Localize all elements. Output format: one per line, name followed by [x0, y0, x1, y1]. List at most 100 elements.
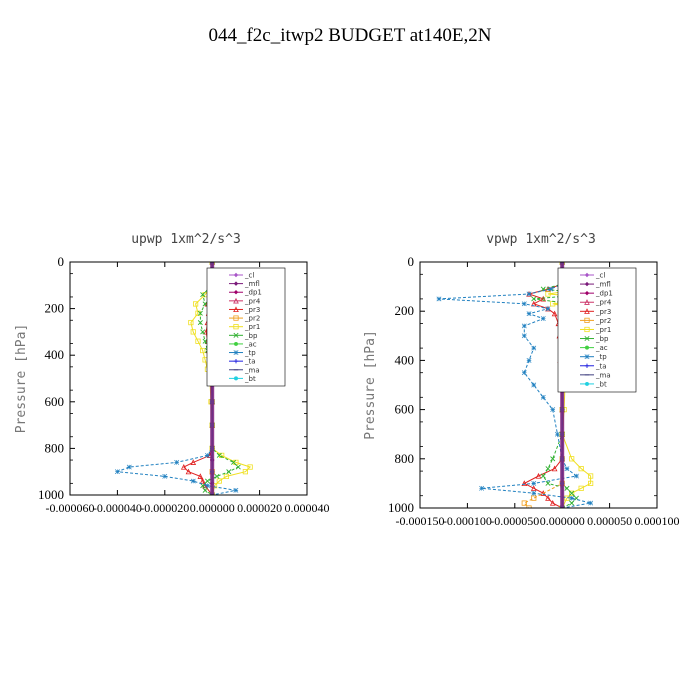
data-point_pr1 — [247, 464, 253, 470]
data-point_tp — [545, 306, 551, 312]
legend-marker_pr4 — [584, 299, 590, 305]
data-point_bp — [202, 338, 208, 344]
legend-marker_tp — [233, 350, 239, 355]
data-point_bp — [214, 473, 220, 479]
data-point_tp — [564, 466, 570, 472]
data-point_tp — [540, 394, 546, 400]
data-point_pr1 — [190, 329, 196, 335]
legend-label_pr4: _pr4 — [595, 299, 612, 307]
data-point_pr3 — [197, 473, 204, 479]
y-axis-label: Pressure [hPa] — [363, 330, 378, 440]
legend-label_bp: _bp — [244, 332, 258, 340]
data-point_tp — [531, 490, 537, 496]
data-point_pr3 — [190, 459, 197, 465]
legend-marker_pr3 — [584, 308, 590, 314]
data-point_pr1 — [569, 456, 575, 462]
legend-label_ac: _ac — [244, 340, 257, 348]
data-point_pr1 — [578, 485, 584, 491]
legend-label_pr1: _pr1 — [595, 326, 611, 334]
series-line_tp — [438, 262, 591, 508]
data-point_tp — [526, 291, 532, 297]
data-point_tp — [126, 464, 132, 470]
data-point_tp — [531, 345, 537, 351]
x-tick-label: -0.000040 — [93, 501, 142, 515]
data-point_bp — [569, 500, 575, 506]
x-tick-label: 0.000000 — [190, 501, 235, 515]
data-point_tp — [479, 485, 485, 491]
legend-label_cl: _cl — [595, 272, 605, 280]
data-point_pr3 — [540, 295, 547, 302]
data-point_tp — [526, 357, 532, 363]
data-point_pr3 — [521, 480, 528, 486]
y-tick-label: 600 — [395, 402, 415, 417]
x-tick-label: 0.000100 — [635, 514, 680, 528]
data-point_pr3 — [549, 499, 556, 506]
data-point_bp — [545, 480, 551, 486]
legend-label_bp: _bp — [595, 335, 609, 343]
legend-marker_ta — [233, 358, 239, 364]
data-point_bp — [197, 310, 203, 316]
y-tick-label: 200 — [45, 301, 65, 316]
legend-label_bt: _bt — [244, 375, 256, 383]
legend-marker_cl — [233, 272, 239, 278]
legend-marker_pr1 — [233, 324, 239, 330]
data-point_tp — [540, 316, 546, 322]
data-point_tp — [174, 459, 180, 465]
data-point_pr1 — [569, 490, 575, 496]
data-point_tp — [233, 487, 239, 493]
legend-label_mfl: _mfl — [595, 281, 611, 289]
data-point_pr1 — [195, 338, 201, 344]
data-point_pr2 — [521, 500, 527, 506]
chart-panel-upwp: upwp 1xm^2/s^3 Pressure [hPa] 0 200 400 600 80… — [14, 232, 330, 515]
data-point_bp — [569, 490, 575, 496]
legend-label_pr3: _pr3 — [595, 308, 611, 316]
y-axis-label: Pressure [hPa] — [14, 324, 29, 434]
data-point_tp — [569, 495, 575, 501]
legend-label_tp: _tp — [595, 353, 607, 361]
data-point_bp — [202, 301, 208, 307]
data-point_bp — [231, 459, 237, 465]
data-point_tp — [531, 382, 537, 388]
data-point_tp — [588, 500, 594, 506]
data-point_pr3 — [545, 495, 551, 501]
y-tick-label: 400 — [45, 347, 65, 362]
legend-label_dp1: _dp1 — [595, 290, 613, 298]
data-point_tp — [436, 296, 442, 302]
data-point_pr3 — [185, 468, 192, 475]
data-point_pr1 — [188, 319, 194, 326]
legend-label_tp: _tp — [244, 349, 256, 357]
x-tick-label: 0.000040 — [285, 501, 330, 515]
figure-title: 044_f2c_itwp2 BUDGET at140E,2N — [208, 25, 491, 46]
legend-label_pr1: _pr1 — [244, 323, 260, 331]
data-point_pr1 — [588, 480, 594, 487]
y-tick-label: 800 — [395, 451, 415, 466]
legend-marker_pr2 — [233, 315, 239, 321]
data-point_pr3 — [551, 465, 558, 472]
data-point_tp — [531, 480, 537, 486]
y-tick-label: 600 — [45, 394, 65, 409]
legend-marker_bt — [234, 376, 238, 381]
legend-label_ta: _ta — [595, 362, 607, 370]
legend-label_pr2: _pr2 — [595, 317, 611, 325]
legend-marker_mfl — [584, 281, 590, 287]
data-point_bp — [200, 329, 206, 335]
data-point_pr3 — [530, 485, 537, 491]
x-tick-label: 0.000050 — [587, 514, 632, 528]
legend-marker_pr1 — [584, 326, 590, 333]
legend-label_ma: _ma — [595, 371, 611, 379]
data-point_tp — [555, 431, 560, 437]
x-tick-label: -0.000100 — [443, 514, 492, 528]
data-point_pr1 — [545, 291, 551, 297]
data-point_tp — [548, 286, 554, 292]
plot-frame — [69, 261, 308, 496]
data-point_tp — [521, 370, 527, 376]
legend-marker_dp1 — [233, 290, 239, 295]
data-point_bp — [204, 478, 210, 484]
legend-marker_ta — [584, 363, 590, 368]
legend-marker_bp — [584, 336, 590, 342]
legend-marker_pr4 — [233, 297, 239, 304]
data-point_bp — [202, 487, 208, 493]
data-point_pr3 — [180, 463, 187, 470]
legend-marker_pr2 — [584, 317, 590, 323]
panel-title: vpwp 1xm^2/s^3 — [486, 232, 596, 247]
